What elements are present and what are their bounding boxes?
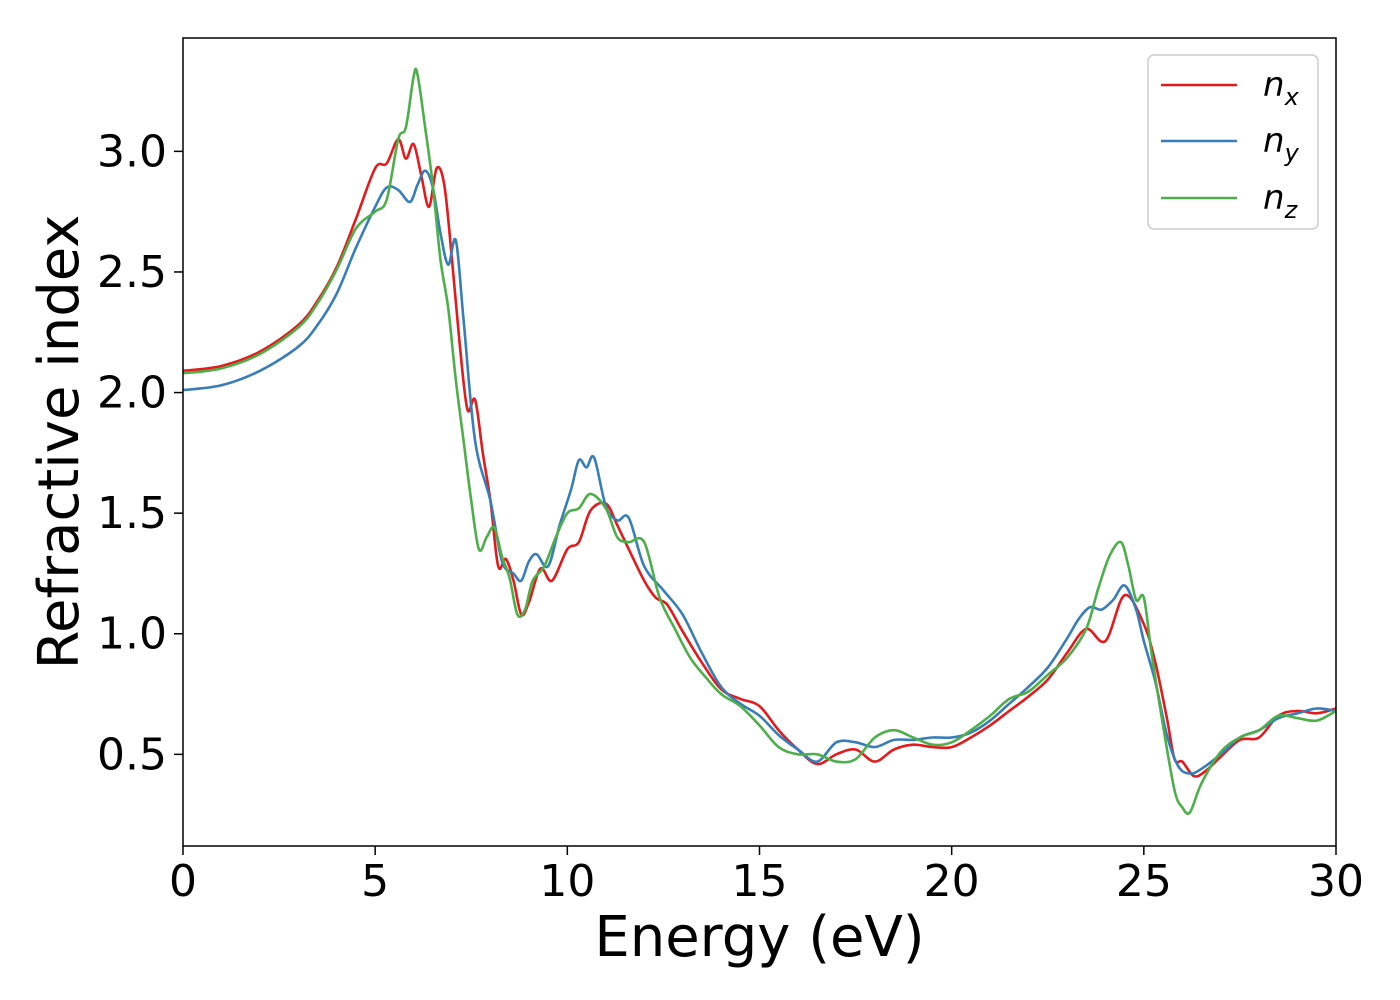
legend-label-nz: nz xyxy=(1263,178,1299,224)
y-axis-label: Refractive index xyxy=(27,215,92,670)
y-tick-label: 1.0 xyxy=(97,609,167,660)
x-tick-label: 0 xyxy=(169,856,197,907)
x-tick-label: 25 xyxy=(1116,856,1172,907)
x-axis-ticks: 0 5 10 15 20 25 30 xyxy=(169,846,1364,907)
x-tick-label: 20 xyxy=(924,856,980,907)
y-axis-ticks: 0.5 1.0 1.5 2.0 2.5 3.0 xyxy=(97,126,183,780)
y-tick-label: 2.0 xyxy=(97,368,167,419)
x-tick-label: 30 xyxy=(1308,856,1364,907)
series-line-nx xyxy=(182,137,1337,778)
x-tick-label: 10 xyxy=(539,856,595,907)
y-tick-label: 0.5 xyxy=(97,729,167,780)
x-axis-label: Energy (eV) xyxy=(594,905,924,970)
y-tick-label: 1.5 xyxy=(97,488,167,539)
y-tick-label: 3.0 xyxy=(97,126,167,177)
plot-lines xyxy=(182,67,1337,815)
legend-label-ny: ny xyxy=(1263,121,1300,167)
legend-label-nx: nx xyxy=(1263,65,1300,111)
legend: nx ny nz xyxy=(1147,54,1319,230)
x-tick-label: 15 xyxy=(732,856,788,907)
x-tick-label: 5 xyxy=(361,856,389,907)
series-line-nz xyxy=(182,67,1337,815)
y-tick-label: 2.5 xyxy=(97,247,167,298)
series-line-ny xyxy=(182,169,1337,775)
